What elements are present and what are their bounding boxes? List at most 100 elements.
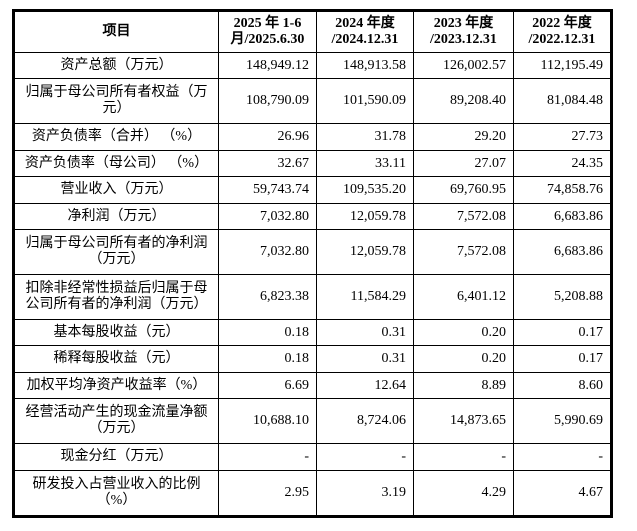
table-row: 资产总额（万元） 148,949.12 148,913.58 126,002.57 11… <box>13 51 612 80</box>
column-header-line1: 2025 年 1-6 <box>233 16 302 31</box>
table-row: 经营活动产生的现金流量净额（万元） 10,688.10 8,724.06 14,873… <box>13 398 612 445</box>
row-label: 加权平均净资产收益率（%） <box>13 371 219 400</box>
table-row: 归属于母公司所有者权益（万元） 108,790.09 101,590.09 89,20… <box>13 78 612 125</box>
cell-value: 6,823.38 <box>218 274 317 321</box>
table-row: 扣除非经常性损益后归属于母公司所有者的净利润（万元） 6,823.38 11,584… <box>13 274 612 321</box>
column-header-line1: 2024 年度 <box>335 16 395 31</box>
cell-value: 12,059.78 <box>316 229 414 276</box>
cell-value: 26.96 <box>218 123 317 151</box>
cell-value: 7,032.80 <box>218 202 317 231</box>
cell-value: 0.31 <box>316 345 414 373</box>
cell-value: 7,572.08 <box>413 229 514 276</box>
cell-value: 27.07 <box>413 149 514 178</box>
cell-value: 6,683.86 <box>513 229 612 276</box>
cell-value: 29.20 <box>413 123 514 151</box>
cell-value: 2.95 <box>218 469 317 518</box>
row-label: 稀释每股收益（元） <box>13 345 219 373</box>
cell-value: 10,688.10 <box>218 398 317 445</box>
cell-value: 109,535.20 <box>316 176 414 204</box>
cell-value: 11,584.29 <box>316 274 414 321</box>
cell-value: - <box>413 443 514 471</box>
cell-value: 81,084.48 <box>513 78 612 125</box>
row-label: 资产总额（万元） <box>13 51 219 80</box>
table-row: 资产负债率（母公司） （%） 32.67 33.11 27.07 24.35 <box>13 149 612 178</box>
cell-value: 148,913.58 <box>316 51 414 80</box>
cell-value: 0.17 <box>513 319 612 347</box>
table-row: 营业收入（万元） 59,743.74 109,535.20 69,760.95 74,8… <box>13 176 612 204</box>
table-row: 稀释每股收益（元） 0.18 0.31 0.20 0.17 <box>13 345 612 373</box>
header-row: 项目 2025 年 1-6 月/2025.6.30 2024 年度/2024.12.3… <box>13 10 612 53</box>
cell-value: 3.19 <box>316 469 414 518</box>
table-row: 基本每股收益（元） 0.18 0.31 0.20 0.17 <box>13 319 612 347</box>
row-label: 归属于母公司所有者的净利润（万元） <box>13 229 219 276</box>
cell-value: 5,990.69 <box>513 398 612 445</box>
cell-value: - <box>218 443 317 471</box>
cell-value: 0.20 <box>413 319 514 347</box>
column-header-line2: /2022.12.31 <box>528 32 596 47</box>
cell-value: 4.67 <box>513 469 612 518</box>
cell-value: 59,743.74 <box>218 176 317 204</box>
column-header-line1: 2023 年度 <box>433 16 494 31</box>
cell-value: 8,724.06 <box>316 398 414 445</box>
row-label: 营业收入（万元） <box>13 176 219 204</box>
row-label: 扣除非经常性损益后归属于母公司所有者的净利润（万元） <box>13 274 219 321</box>
cell-value: 33.11 <box>316 149 414 178</box>
cell-value: 12,059.78 <box>316 202 414 231</box>
cell-value: 101,590.09 <box>316 78 414 125</box>
column-header-3: 2023 年度/2023.12.31 <box>413 10 514 53</box>
cell-value: 5,208.88 <box>513 274 612 321</box>
cell-value: 8.60 <box>513 371 612 400</box>
cell-value: 0.18 <box>218 319 317 347</box>
cell-value: 69,760.95 <box>413 176 514 204</box>
column-header-2: 2024 年度/2024.12.31 <box>316 10 414 53</box>
cell-value: 8.89 <box>413 371 514 400</box>
cell-value: - <box>316 443 414 471</box>
cell-value: 31.78 <box>316 123 414 151</box>
table-row: 研发投入占营业收入的比例（%） 2.95 3.19 4.29 4.67 <box>13 469 612 518</box>
table-row: 现金分红（万元） - - - - <box>13 443 612 471</box>
column-header-line2: 月/2025.6.30 <box>230 32 305 47</box>
cell-value: 112,195.49 <box>513 51 612 80</box>
column-header-1: 2025 年 1-6 月/2025.6.30 <box>218 10 317 53</box>
cell-value: 0.17 <box>513 345 612 373</box>
table-row: 加权平均净资产收益率（%） 6.69 12.64 8.89 8.60 <box>13 371 612 400</box>
table-body: 资产总额（万元） 148,949.12 148,913.58 126,002.57 11… <box>13 51 612 518</box>
column-header-line1: 2022 年度 <box>532 16 592 31</box>
cell-value: 74,858.76 <box>513 176 612 204</box>
cell-value: 6,683.86 <box>513 202 612 231</box>
cell-value: 0.20 <box>413 345 514 373</box>
row-label: 归属于母公司所有者权益（万元） <box>13 78 219 125</box>
cell-value: 148,949.12 <box>218 51 317 80</box>
row-label: 现金分红（万元） <box>13 443 219 471</box>
cell-value: 12.64 <box>316 371 414 400</box>
cell-value: 24.35 <box>513 149 612 178</box>
cell-value: 32.67 <box>218 149 317 178</box>
row-label: 研发投入占营业收入的比例（%） <box>13 469 219 518</box>
row-label: 资产负债率（合并） （%） <box>13 123 219 151</box>
table-row: 资产负债率（合并） （%） 26.96 31.78 29.20 27.73 <box>13 123 612 151</box>
cell-value: 89,208.40 <box>413 78 514 125</box>
row-label: 净利润（万元） <box>13 202 219 231</box>
column-header-line1: 项目 <box>102 24 131 39</box>
cell-value: 27.73 <box>513 123 612 151</box>
column-header-line2: /2024.12.31 <box>331 32 399 47</box>
table-header: 项目 2025 年 1-6 月/2025.6.30 2024 年度/2024.12.3… <box>13 10 612 53</box>
table-row: 净利润（万元） 7,032.80 12,059.78 7,572.08 6,683.86 <box>13 202 612 231</box>
cell-value: 0.31 <box>316 319 414 347</box>
cell-value: 126,002.57 <box>413 51 514 80</box>
cell-value: 0.18 <box>218 345 317 373</box>
cell-value: 6,401.12 <box>413 274 514 321</box>
row-label: 资产负债率（母公司） （%） <box>13 149 219 178</box>
cell-value: 7,032.80 <box>218 229 317 276</box>
row-label: 基本每股收益（元） <box>13 319 219 347</box>
cell-value: 4.29 <box>413 469 514 518</box>
column-header-4: 2022 年度/2022.12.31 <box>513 10 612 53</box>
cell-value: 14,873.65 <box>413 398 514 445</box>
row-label: 经营活动产生的现金流量净额（万元） <box>13 398 219 445</box>
column-header-line2: /2023.12.31 <box>430 32 497 47</box>
table-row: 归属于母公司所有者的净利润（万元） 7,032.80 12,059.78 7,572.… <box>13 229 612 276</box>
cell-value: 7,572.08 <box>413 202 514 231</box>
cell-value: 6.69 <box>218 371 317 400</box>
cell-value: - <box>513 443 612 471</box>
